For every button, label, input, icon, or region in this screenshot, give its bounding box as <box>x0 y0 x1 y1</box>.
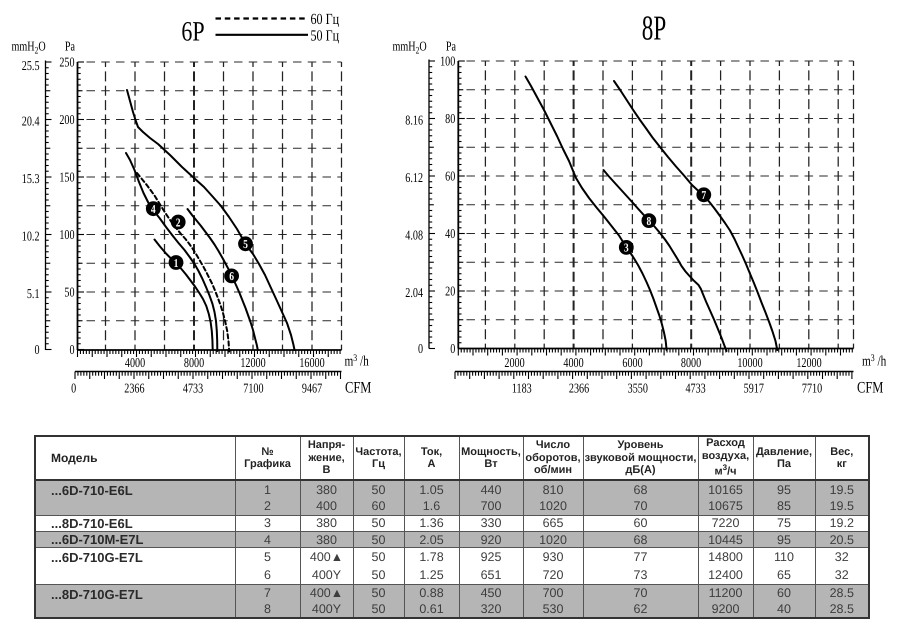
svg-text:5.1: 5.1 <box>27 286 40 301</box>
svg-text:60 Гц: 60 Гц <box>311 11 340 28</box>
svg-text:CFM: CFM <box>345 380 371 397</box>
svg-text:100: 100 <box>440 54 455 69</box>
svg-text:25.5: 25.5 <box>22 58 40 73</box>
svg-text:15.3: 15.3 <box>22 171 40 186</box>
svg-text:mmH2O: mmH2O <box>393 39 427 57</box>
svg-text:5: 5 <box>243 237 248 251</box>
svg-text:0: 0 <box>34 342 39 357</box>
svg-text:60: 60 <box>445 169 455 184</box>
svg-text:12000: 12000 <box>796 355 822 370</box>
svg-text:6000: 6000 <box>622 355 642 370</box>
svg-text:9467: 9467 <box>302 381 322 396</box>
svg-text:Pa: Pa <box>65 39 75 54</box>
svg-text:2000: 2000 <box>504 355 524 370</box>
svg-text:8000: 8000 <box>681 355 701 370</box>
svg-text:mmH2O: mmH2O <box>12 39 46 57</box>
svg-text:3550: 3550 <box>628 381 648 396</box>
svg-text:20.4: 20.4 <box>22 114 40 129</box>
svg-text:100: 100 <box>59 227 74 242</box>
svg-text:4733: 4733 <box>685 381 705 396</box>
svg-text:2366: 2366 <box>569 381 589 396</box>
svg-text:8: 8 <box>647 214 652 228</box>
svg-text:0: 0 <box>69 342 74 357</box>
svg-text:4000: 4000 <box>563 355 583 370</box>
svg-text:8P: 8P <box>642 9 666 48</box>
svg-text:4000: 4000 <box>125 355 145 370</box>
svg-text:2.04: 2.04 <box>405 285 423 300</box>
svg-text:m3 /h: m3 /h <box>345 353 370 370</box>
svg-text:8000: 8000 <box>184 355 204 370</box>
svg-text:1: 1 <box>174 256 179 270</box>
svg-text:4.08: 4.08 <box>405 228 423 243</box>
svg-text:12000: 12000 <box>240 355 266 370</box>
svg-text:16000: 16000 <box>299 355 325 370</box>
svg-text:2366: 2366 <box>124 381 144 396</box>
svg-text:80: 80 <box>445 111 455 126</box>
svg-text:250: 250 <box>59 55 74 70</box>
svg-text:50 Гц: 50 Гц <box>311 28 340 45</box>
svg-text:6P: 6P <box>181 17 204 48</box>
svg-text:50: 50 <box>64 285 74 300</box>
svg-text:4: 4 <box>151 202 156 216</box>
svg-text:7100: 7100 <box>243 381 263 396</box>
svg-text:20: 20 <box>445 284 455 299</box>
svg-text:5917: 5917 <box>744 381 764 396</box>
svg-text:200: 200 <box>59 112 74 127</box>
svg-text:8.16: 8.16 <box>405 113 423 128</box>
svg-text:40: 40 <box>445 226 455 241</box>
svg-text:4733: 4733 <box>183 381 203 396</box>
svg-text:6.12: 6.12 <box>405 170 423 185</box>
svg-text:Pa: Pa <box>446 39 456 54</box>
svg-text:7: 7 <box>701 188 706 202</box>
svg-text:1183: 1183 <box>512 381 532 396</box>
svg-text:150: 150 <box>59 170 74 185</box>
svg-text:10.2: 10.2 <box>22 229 40 244</box>
svg-text:10000: 10000 <box>737 355 763 370</box>
svg-text:0: 0 <box>450 341 455 356</box>
svg-text:m3 /h: m3 /h <box>862 353 887 370</box>
svg-text:3: 3 <box>624 241 629 255</box>
svg-text:7710: 7710 <box>802 381 822 396</box>
svg-text:CFM: CFM <box>857 380 883 397</box>
svg-text:0: 0 <box>71 381 76 396</box>
svg-text:6: 6 <box>229 269 234 283</box>
svg-text:2: 2 <box>176 215 181 229</box>
svg-text:0: 0 <box>418 341 423 356</box>
